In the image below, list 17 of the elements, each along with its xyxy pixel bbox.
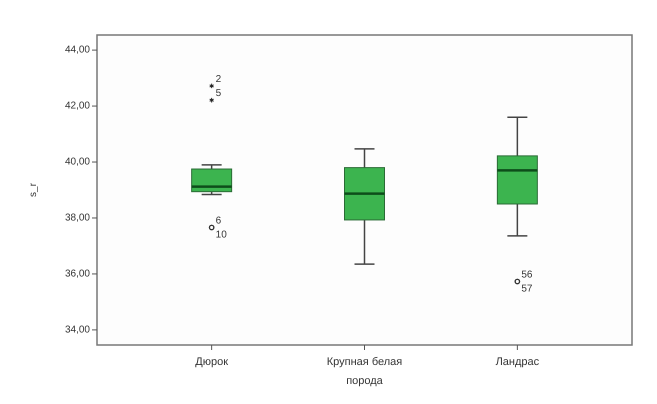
y-tick-label: 40,00	[64, 156, 90, 168]
y-tick-label: 38,00	[64, 212, 90, 224]
y-axis-title: s_r	[28, 182, 39, 197]
x-tick-label: Крупная белая порода	[326, 356, 402, 387]
annotation: 56	[521, 269, 533, 280]
annotation: 6	[216, 215, 222, 226]
annotation: 2	[216, 74, 222, 85]
x-tick-label: Дюрок	[195, 356, 228, 368]
annotation: 10	[216, 229, 228, 240]
y-tick-label: 44,00	[64, 44, 90, 56]
point	[209, 83, 214, 89]
annotation: 57	[521, 283, 533, 294]
annotation: 5	[216, 88, 222, 100]
x-tick-label: Ландрас	[496, 356, 540, 368]
y-tick-label: 34,00	[64, 324, 90, 336]
y-tick-label: 36,00	[64, 268, 90, 280]
y-tick-label: 42,00	[64, 100, 90, 112]
